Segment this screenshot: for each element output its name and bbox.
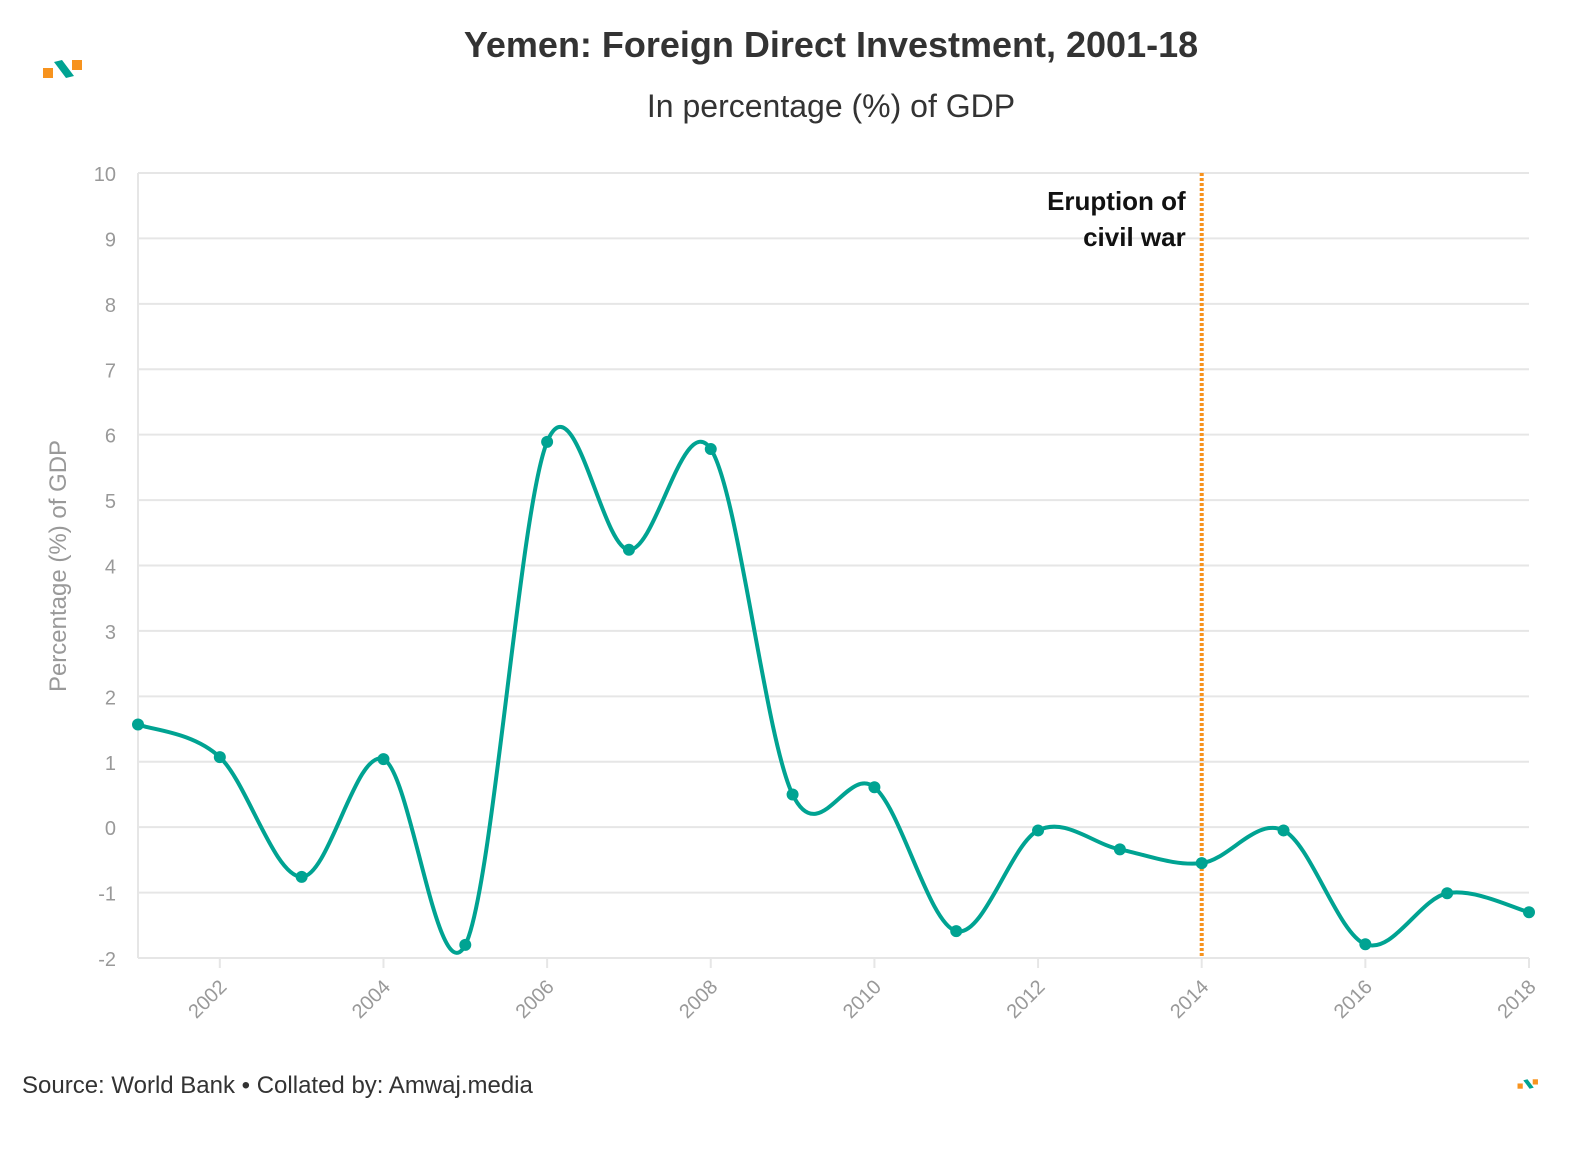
data-point xyxy=(1195,857,1208,870)
data-point xyxy=(1523,906,1535,919)
y-tick-label: 2 xyxy=(105,687,116,709)
data-point xyxy=(1032,824,1045,837)
data-point xyxy=(786,788,799,801)
y-tick-label: 0 xyxy=(105,818,116,840)
y-tick-label: 5 xyxy=(105,491,116,513)
x-tick-label: 2018 xyxy=(1494,976,1541,1023)
y-tick-label: 3 xyxy=(105,622,116,644)
y-tick-label: 8 xyxy=(105,295,116,317)
x-tick-label: 2002 xyxy=(184,976,231,1023)
data-point xyxy=(132,718,144,731)
data-point xyxy=(295,870,308,883)
y-axis-label: Percentage (%) of GDP xyxy=(45,440,72,692)
data-point xyxy=(622,543,635,556)
data-point xyxy=(1359,938,1372,951)
data-point xyxy=(1277,824,1290,837)
x-tick-label: 2016 xyxy=(1330,976,1377,1023)
chart-title: Yemen: Foreign Direct Investment, 2001-1… xyxy=(463,24,1199,65)
series-line xyxy=(137,425,1530,955)
chart-subtitle: In percentage (%) of GDP xyxy=(646,88,1016,124)
footer-logo-icon xyxy=(1517,1079,1538,1089)
data-point xyxy=(1113,843,1126,856)
y-tick-label: 9 xyxy=(105,229,116,251)
x-tick-label: 2014 xyxy=(1166,976,1213,1023)
data-point xyxy=(868,781,881,794)
y-tick-label: 7 xyxy=(105,360,116,382)
data-point xyxy=(541,435,554,448)
data-point xyxy=(459,938,472,951)
y-tick-label: -1 xyxy=(98,884,116,906)
x-tick-label: 2006 xyxy=(512,976,559,1023)
brand-logo-icon xyxy=(43,60,82,78)
data-point xyxy=(213,751,226,764)
y-tick-label: 4 xyxy=(105,557,116,579)
y-tick-label: 6 xyxy=(105,426,116,448)
data-point xyxy=(377,753,390,766)
y-tick-label: 1 xyxy=(105,753,116,775)
y-tick-label: 10 xyxy=(94,164,116,186)
data-point xyxy=(950,925,963,938)
data-point xyxy=(1441,887,1454,900)
y-tick-label: -2 xyxy=(98,949,116,971)
data-point xyxy=(704,443,717,456)
source-note: Source: World Bank • Collated by: Amwaj.… xyxy=(22,1072,533,1099)
x-tick-label: 2010 xyxy=(839,976,886,1023)
x-tick-label: 2008 xyxy=(675,976,722,1023)
x-tick-label: 2012 xyxy=(1003,976,1050,1023)
x-tick-label: 2004 xyxy=(348,976,395,1023)
annotation-label: Eruption of xyxy=(1047,186,1186,216)
annotation-label: civil war xyxy=(1083,222,1186,252)
